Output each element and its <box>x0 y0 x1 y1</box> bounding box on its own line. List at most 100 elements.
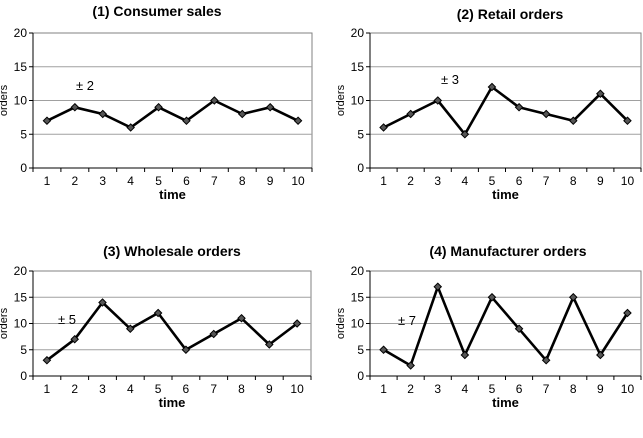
x-tick-label: 2 <box>407 382 414 396</box>
data-point <box>153 308 163 318</box>
data-point <box>210 96 219 105</box>
data-point <box>379 123 388 132</box>
series-line <box>46 301 298 362</box>
y-tick-label: 15 <box>14 290 28 304</box>
x-tick-label: 3 <box>99 174 106 188</box>
data-point <box>42 355 52 365</box>
data-point <box>42 116 52 126</box>
y-tick-label: 20 <box>351 26 365 40</box>
x-tick-label: 5 <box>155 174 162 188</box>
x-tick-label: 9 <box>266 382 273 396</box>
x-tick-label: 2 <box>72 174 79 188</box>
y-tick-label: 15 <box>14 60 28 74</box>
x-tick-label: 3 <box>434 174 441 188</box>
y-axis-label: orders <box>335 307 347 339</box>
data-point <box>126 123 135 132</box>
data-point <box>487 292 497 302</box>
y-axis-label: orders <box>335 84 347 116</box>
chart-title: (1) Consumer sales <box>92 3 221 19</box>
x-tick-label: 2 <box>407 174 414 188</box>
x-tick-label: 4 <box>462 174 469 188</box>
data-point <box>293 116 303 126</box>
x-tick-label: 3 <box>434 382 441 396</box>
x-tick-label: 10 <box>621 174 635 188</box>
data-point <box>568 116 578 126</box>
data-point <box>154 102 163 112</box>
y-tick-label: 20 <box>14 26 28 40</box>
series-line <box>383 85 629 136</box>
y-tick-label: 20 <box>351 264 365 278</box>
x-tick-label: 9 <box>597 382 604 396</box>
chart-panel-4: (4) Manufacturer orders 0 5 10 15 20 1 2 3 4 5 6 7 8 9… <box>335 243 642 410</box>
y-tick-label: 0 <box>357 369 364 383</box>
data-point <box>514 102 524 112</box>
data-point <box>98 109 108 119</box>
x-tick-label: 3 <box>99 382 106 396</box>
x-tick-label: 10 <box>621 382 635 396</box>
x-tick-label: 4 <box>462 382 469 396</box>
data-point <box>541 109 551 119</box>
x-tick-label: 6 <box>516 382 523 396</box>
y-tick-label: 0 <box>20 369 27 383</box>
data-point <box>596 89 605 99</box>
y-tick-label: 15 <box>351 290 365 304</box>
x-tick-label: 5 <box>489 382 496 396</box>
chart-panel-2: (2) Retail orders 0 5 10 15 20 1 2 3 4 5 6 7 8 9 10 time… <box>335 6 642 202</box>
y-tick-label: 0 <box>20 161 27 175</box>
x-tick-label: 6 <box>183 382 190 396</box>
data-point <box>181 345 191 355</box>
x-tick-label: 8 <box>239 174 246 188</box>
y-tick-label: 15 <box>351 60 365 74</box>
variability-annotation: ± 3 <box>441 72 459 87</box>
y-tick-label: 10 <box>351 94 365 108</box>
x-tick-label: 5 <box>489 174 496 188</box>
data-point <box>568 292 578 302</box>
x-tick-label: 9 <box>267 174 274 188</box>
data-point <box>623 308 632 318</box>
data-point <box>98 298 107 307</box>
x-axis-label: time <box>492 395 519 410</box>
chart-title: (3) Wholesale orders <box>103 243 241 259</box>
data-point <box>237 313 246 323</box>
series-line <box>382 285 629 367</box>
x-tick-label: 1 <box>44 174 51 188</box>
variability-annotation: ± 7 <box>398 313 416 328</box>
x-tick-label: 7 <box>211 174 218 188</box>
x-tick-label: 6 <box>516 174 523 188</box>
y-tick-label: 10 <box>351 317 365 331</box>
x-tick-label: 1 <box>380 174 387 188</box>
x-tick-label: 4 <box>127 382 134 396</box>
data-point <box>70 102 80 112</box>
variability-annotation: ± 5 <box>58 312 76 327</box>
data-point <box>125 324 135 334</box>
y-tick-label: 5 <box>20 127 27 141</box>
data-point <box>209 329 219 339</box>
y-axis-label: orders <box>0 307 10 339</box>
x-tick-label: 2 <box>71 382 78 396</box>
data-point <box>182 116 191 126</box>
x-tick-label: 1 <box>44 382 51 396</box>
x-tick-label: 7 <box>543 382 550 396</box>
chart-panel-3: (3) Wholesale orders 0 5 10 15 20 1 2 3 4 5 6 7 8 9 10 t… <box>0 243 312 410</box>
y-tick-label: 0 <box>357 161 364 175</box>
data-point <box>433 96 443 105</box>
x-axis-label: time <box>159 187 186 202</box>
x-tick-label: 7 <box>543 174 550 188</box>
data-point <box>237 109 247 119</box>
y-tick-label: 10 <box>14 94 28 108</box>
series-line <box>46 99 299 129</box>
x-tick-label: 8 <box>570 174 577 188</box>
chart-title: (4) Manufacturer orders <box>429 243 586 259</box>
x-tick-label: 10 <box>291 174 305 188</box>
data-point <box>433 282 443 292</box>
data-point <box>623 116 632 126</box>
x-tick-label: 6 <box>183 174 190 188</box>
data-point <box>264 340 274 349</box>
x-tick-label: 8 <box>238 382 245 396</box>
y-tick-label: 5 <box>357 343 364 357</box>
data-point <box>460 129 470 139</box>
data-point <box>70 334 80 344</box>
data-point <box>265 102 275 112</box>
y-tick-label: 20 <box>14 264 28 278</box>
